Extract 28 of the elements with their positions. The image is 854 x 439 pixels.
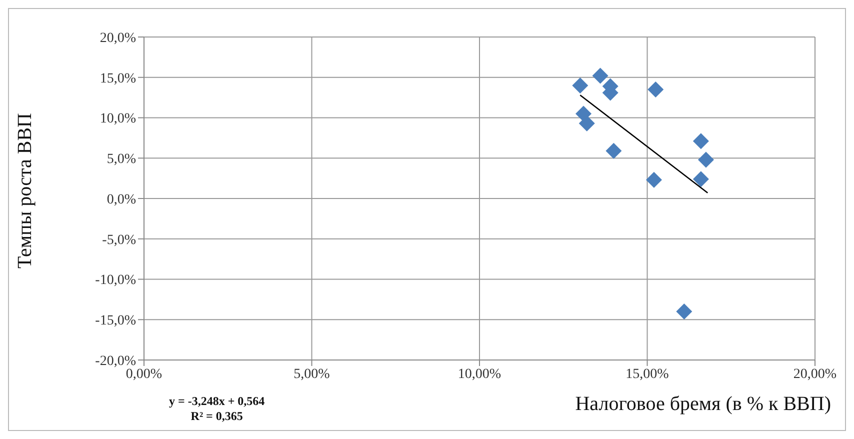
- x-tick-label: 0,00%: [126, 366, 162, 382]
- y-axis-title: Темпы роста ВВП: [14, 113, 36, 268]
- point: [606, 142, 622, 159]
- point: [692, 171, 709, 188]
- point: [648, 81, 664, 98]
- y-tick-label: -5,0%: [102, 232, 136, 248]
- point: [578, 115, 595, 132]
- y-tick-label: 0,0%: [106, 192, 136, 208]
- y-tick-label: 15,0%: [100, 71, 136, 86]
- point: [692, 133, 709, 150]
- point: [592, 68, 608, 84]
- point: [572, 77, 588, 94]
- y-tick-label: -15,0%: [95, 314, 136, 329]
- y-tick-label: 20,0%: [100, 30, 136, 46]
- x-tick-label: 20,00%: [793, 366, 837, 382]
- point: [676, 304, 692, 320]
- x-tick-label: 5,00%: [294, 366, 330, 382]
- y-tick-label: -10,0%: [95, 273, 136, 288]
- point: [698, 152, 714, 168]
- text: y = -3,248x + 0,564: [169, 394, 265, 409]
- text: R² = 0,365: [190, 409, 244, 424]
- x-tick-label: 15,00%: [626, 366, 670, 382]
- x-axis-title: Налоговое бремя (в % к ВВП): [575, 393, 831, 416]
- x-tick-label: 10,00%: [458, 366, 502, 382]
- y-tick-label: 10,0%: [100, 112, 136, 127]
- point: [646, 172, 662, 188]
- y-tick-label: -20,0%: [95, 354, 136, 369]
- y-tick-label: 5,0%: [106, 152, 136, 168]
